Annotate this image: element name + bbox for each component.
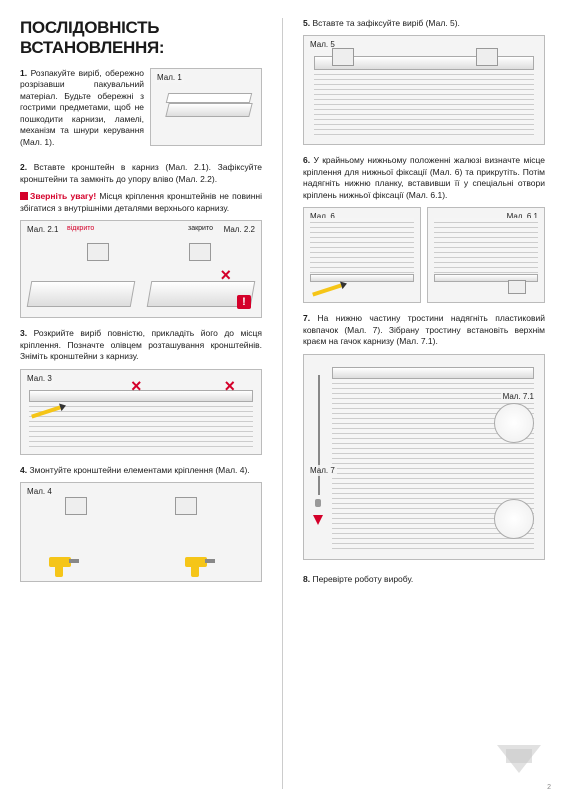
pencil-icon [312, 284, 342, 297]
figure-6: Мал. 6 [303, 207, 421, 303]
x-mark-icon: × [131, 376, 142, 397]
step-7: 7. На нижню частину тростини надягніть п… [303, 313, 545, 347]
step-8: 8. Перевірте роботу виробу. [303, 574, 545, 585]
step-4: 4. Змонтуйте кронштейни елементами кріпл… [20, 465, 262, 476]
wand-icon [318, 375, 320, 495]
figure-3-label: Мал. 3 [25, 373, 54, 384]
warning-icon [20, 192, 28, 200]
x-mark-icon: × [220, 265, 231, 286]
figure-2: Мал. 2.1 Мал. 2.2 відкрито закрито × ! [20, 220, 262, 318]
label-open: відкрито [67, 225, 94, 232]
arrow-tip-icon [313, 515, 323, 525]
watermark-arrow-icon [497, 745, 541, 773]
figure-2-2-label: Мал. 2.2 [222, 224, 257, 235]
drill-icon [181, 547, 215, 577]
alert-icon: ! [237, 295, 251, 309]
figure-3: Мал. 3 × × [20, 369, 262, 455]
step-2: 2. Вставте кронштейн в карниз (Мал. 2.1)… [20, 162, 262, 185]
wand-cap-icon [315, 499, 321, 507]
figure-1-label: Мал. 1 [155, 72, 184, 83]
figure-2-1-label: Мал. 2.1 [25, 224, 60, 235]
figure-1: Мал. 1 [150, 68, 262, 146]
step-5: 5. Вставте та зафіксуйте виріб (Мал. 5). [303, 18, 545, 29]
page-title: ПОСЛІДОВНІСТЬ ВСТАНОВЛЕННЯ: [20, 18, 262, 58]
left-column: ПОСЛІДОВНІСТЬ ВСТАНОВЛЕННЯ: 1. Розпакуйт… [20, 18, 262, 789]
zoom-circle [494, 403, 534, 443]
step-6: 6. У крайньому нижньому положенні жалюзі… [303, 155, 545, 201]
label-closed: закрито [188, 225, 213, 232]
figure-7-label: Мал. 7 [308, 465, 337, 476]
figure-6-1: Мал. 6.1 [427, 207, 545, 303]
figure-6-row: Мал. 6 Мал. 6.1 [303, 207, 545, 313]
step-2-warning: Зверніть увагу! Місця кріплення кронштей… [20, 191, 262, 214]
column-divider [282, 18, 283, 789]
page-number: 2 [547, 784, 551, 791]
figure-5: Мал. 5 [303, 35, 545, 145]
figure-7-1-label: Мал. 7.1 [501, 391, 536, 402]
drill-icon [45, 547, 79, 577]
figure-7: Мал. 7 Мал. 7.1 [303, 354, 545, 560]
right-column: 5. Вставте та зафіксуйте виріб (Мал. 5).… [303, 18, 545, 789]
step-1: 1. Розпакуйте виріб, обережно розрізавши… [20, 68, 144, 148]
figure-4: Мал. 4 [20, 482, 262, 582]
x-mark-icon: × [224, 376, 235, 397]
figure-4-label: Мал. 4 [25, 486, 54, 497]
step-3: 3. Розкрийте виріб повністю, прикладіть … [20, 328, 262, 362]
zoom-circle [494, 499, 534, 539]
